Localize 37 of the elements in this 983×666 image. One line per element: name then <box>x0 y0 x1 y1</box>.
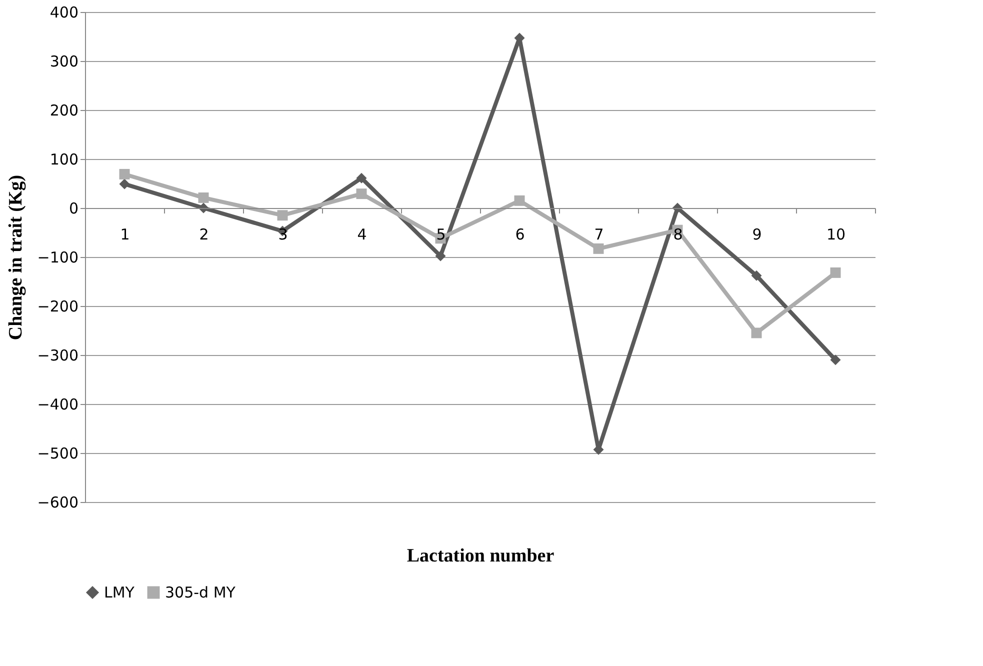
legend-label: LMY <box>104 584 136 602</box>
point <box>119 178 130 190</box>
point <box>119 168 130 180</box>
x-tick-label: 4 <box>357 226 367 244</box>
point <box>356 188 367 200</box>
point <box>830 354 841 366</box>
y-tick-label: 100 <box>50 150 78 168</box>
x-tick-label: 9 <box>752 226 762 244</box>
point <box>198 192 209 203</box>
y-tick-label: 300 <box>50 52 78 70</box>
x-tick-label: 1 <box>120 226 130 244</box>
x-axis-title: Lactation number <box>406 546 555 566</box>
x-tick-label: 10 <box>826 226 846 244</box>
y-tick-label: −100 <box>37 248 78 266</box>
point <box>356 172 367 184</box>
point <box>435 250 446 262</box>
y-tick-label: −400 <box>37 396 78 414</box>
y-axis-title: Change in trait (Kg) <box>5 174 26 340</box>
y-tick-label: −500 <box>37 444 78 462</box>
point <box>514 195 525 206</box>
point <box>751 270 762 281</box>
legend-label: 305-d MY <box>165 584 236 602</box>
x-tick-label: 5 <box>436 226 446 244</box>
point <box>830 267 841 278</box>
y-tick-label: 0 <box>68 200 78 218</box>
point <box>751 328 762 338</box>
y-tick-label: 200 <box>50 102 78 120</box>
x-tick-label: 2 <box>199 226 209 244</box>
y-tick-label: −600 <box>37 494 78 512</box>
y-tick-label: −300 <box>37 346 78 364</box>
point <box>593 243 604 254</box>
x-tick-label: 8 <box>673 226 683 244</box>
x-tick-label: 6 <box>515 226 525 244</box>
point <box>277 210 288 221</box>
y-tick-label: −200 <box>37 298 78 316</box>
y-tick-label: 400 <box>50 4 78 22</box>
x-tick-label: 7 <box>594 226 604 244</box>
